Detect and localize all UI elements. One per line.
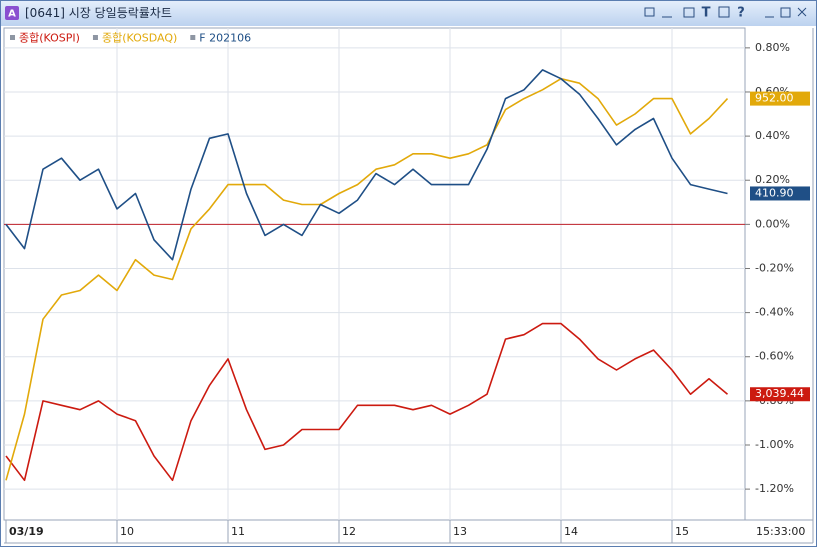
x-tick-label: 12 <box>342 525 356 538</box>
y-tick-label: 0.00% <box>755 217 790 230</box>
tool-text[interactable]: ? <box>737 6 745 21</box>
price-badge <box>750 387 810 402</box>
close-button[interactable] <box>797 7 807 17</box>
x-tick-label: 11 <box>231 525 245 538</box>
toolbar <box>644 6 807 18</box>
price-label: 410.90 <box>755 186 794 199</box>
legend-swatch <box>92 35 98 40</box>
maximize-button[interactable] <box>780 7 791 18</box>
tool-icon[interactable] <box>683 7 695 18</box>
y-tick-label: 0.80% <box>755 41 790 54</box>
title-bar <box>1 1 816 26</box>
chart: 0.80%0.60%0.40%0.20%0.00%-0.20%-0.40%-0.… <box>4 28 810 543</box>
tool-icon[interactable] <box>718 6 730 18</box>
price-badge <box>750 186 810 201</box>
y-tick-label: -1.00% <box>755 438 794 451</box>
y-tick-label: -0.40% <box>755 306 794 319</box>
x-tick-label: 03/19 <box>9 525 44 538</box>
legend-label: F 202106 <box>199 32 251 45</box>
price-badge <box>750 91 810 106</box>
plot-area <box>3 27 746 521</box>
x-tick-label: 14 <box>564 525 578 538</box>
tool-icon[interactable] <box>644 7 655 17</box>
y-tick-label: -1.20% <box>755 482 794 495</box>
x-tick-label: 10 <box>120 525 134 538</box>
x-tick-label: 13 <box>453 525 467 538</box>
window-title: [0641] 시장 당일등락률차트 <box>25 6 172 20</box>
legend-label: 종합(KOSDAQ) <box>102 32 177 45</box>
y-tick-label: 0.20% <box>755 173 790 186</box>
tool-text[interactable]: T <box>702 6 711 21</box>
y-tick-label: 0.40% <box>755 129 790 142</box>
y-tick-label: -0.60% <box>755 350 794 363</box>
app-icon <box>5 6 19 20</box>
time-label: 15:33:00 <box>756 525 805 538</box>
series-line <box>5 322 729 482</box>
app-icon-letter: A <box>8 9 16 20</box>
y-tick-label: -0.20% <box>755 261 794 274</box>
series-line <box>5 69 728 261</box>
price-label: 952.00 <box>755 92 794 105</box>
legend-swatch <box>10 35 15 40</box>
legend-swatch <box>190 35 196 40</box>
legend-label: 종합(KOSPI) <box>19 32 80 45</box>
series-line <box>5 77 729 481</box>
x-tick-label: 15 <box>675 525 689 538</box>
price-label: 3,039.44 <box>755 387 804 400</box>
